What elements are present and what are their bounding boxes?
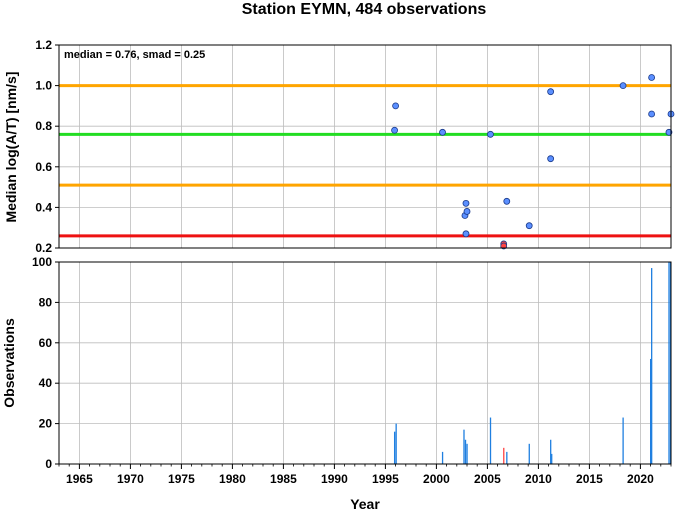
data-point — [391, 126, 398, 134]
y-tick-label: 20 — [39, 417, 53, 431]
x-tick-label: 2010 — [525, 472, 552, 486]
data-point — [487, 130, 494, 138]
amplitude-y-axis-label: Median log(A/T) [nm/s] — [3, 72, 19, 223]
observation-bar — [550, 439, 552, 464]
x-tick-label: 2015 — [576, 472, 603, 486]
data-point — [503, 197, 511, 205]
observation-bar — [441, 451, 444, 464]
data-point — [547, 155, 555, 163]
y-tick-label: 0.6 — [35, 160, 52, 174]
reference-lines — [59, 84, 671, 238]
y-tick-label: 100 — [32, 255, 52, 269]
y-tick-label: 1.0 — [35, 79, 52, 93]
observation-bar — [528, 443, 530, 464]
x-tick-label: 2000 — [423, 472, 450, 486]
observation-bar — [489, 417, 492, 464]
year-x-axis-label: Year — [350, 496, 380, 511]
data-point — [648, 74, 656, 81]
chart-title: Station EYMN, 484 observations — [242, 1, 487, 18]
observation-bar — [551, 453, 553, 464]
observations-y-ticks: 0 20 40 60 80 100 — [32, 255, 59, 471]
observation-bar — [393, 431, 396, 464]
data-point — [665, 128, 673, 136]
data-point — [463, 208, 471, 215]
data-point — [525, 222, 533, 230]
observation-bar — [463, 429, 465, 464]
observation-bar — [466, 443, 468, 464]
observations-y-axis-label: Observations — [1, 318, 17, 408]
y-tick-label: 0.4 — [35, 200, 52, 214]
data-point — [462, 199, 470, 207]
data-point — [462, 230, 470, 238]
x-tick-label: 1990 — [321, 472, 348, 486]
y-tick-label: 0.2 — [35, 241, 52, 255]
amplitude-y-ticks: 0.2 0.4 0.6 0.8 1.0 1.2 — [35, 38, 59, 255]
y-tick-label: 0.8 — [35, 119, 52, 133]
observation-bar — [503, 447, 505, 464]
data-point — [619, 82, 627, 89]
data-point — [648, 110, 656, 118]
x-tick-label: 1970 — [117, 472, 144, 486]
amplitude-panel: 0.2 0.4 0.6 0.8 1.0 1.2 median = 0.76, smad =… — [3, 38, 675, 255]
data-point — [439, 128, 446, 136]
y-tick-label: 40 — [39, 376, 53, 390]
observation-bar — [395, 423, 397, 464]
x-tick-label: 1965 — [66, 472, 93, 486]
observation-bar — [651, 268, 653, 464]
observation-bar — [650, 358, 652, 464]
data-point — [392, 102, 400, 110]
y-tick-label: 1.2 — [35, 38, 52, 52]
observation-bar — [506, 451, 508, 464]
median-annotation: median = 0.76, smad = 0.25 — [64, 49, 205, 61]
x-tick-label: 1975 — [168, 472, 195, 486]
observation-bar — [668, 262, 670, 464]
x-tick-label: 1980 — [219, 472, 246, 486]
data-point — [547, 88, 555, 96]
y-tick-label: 0 — [45, 457, 52, 471]
x-tick-label: 1995 — [372, 472, 399, 486]
y-tick-label: 80 — [39, 295, 53, 309]
observation-bar — [464, 439, 467, 464]
x-tick-label: 2005 — [474, 472, 501, 486]
x-tick-label: 2020 — [627, 472, 654, 486]
x-tick-label: 1985 — [270, 472, 297, 486]
data-point — [500, 242, 508, 250]
y-tick-label: 60 — [39, 336, 53, 350]
observation-bar — [622, 417, 624, 464]
year-x-ticks: 1965 1970 1975 1980 1985 1990 1995 2000 2005 2010… — [58, 464, 672, 486]
observations-panel: 0 20 40 60 80 100 1965 1970 1975 1980 1985 1990 199… — [1, 255, 672, 511]
